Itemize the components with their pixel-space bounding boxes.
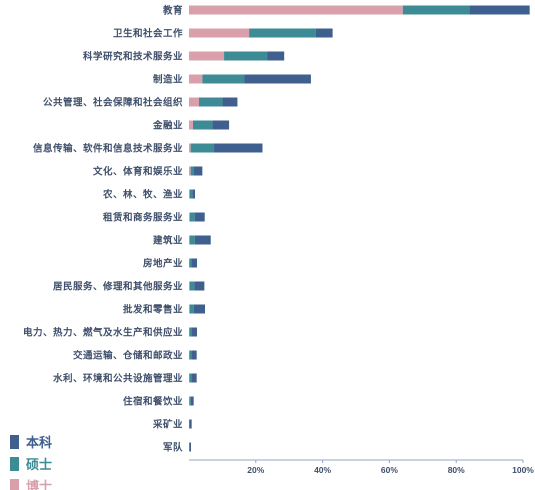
- x-tick-label: 20%: [247, 465, 264, 475]
- bar-segment-bachelor: [212, 120, 230, 130]
- bar-segment-bachelor: [194, 235, 211, 245]
- bars-layer: [189, 5, 530, 452]
- category-label: 信息传输、软件和信息技术服务业: [33, 143, 183, 155]
- bar-segment-doctor: [189, 51, 225, 61]
- bar-segment-bachelor: [194, 281, 205, 291]
- bar-segment-master: [189, 350, 193, 360]
- bar-segment-bachelor: [222, 97, 238, 107]
- bar-segment-master: [190, 166, 195, 176]
- bar-segment-master: [189, 327, 193, 337]
- x-tick-label: 60%: [381, 465, 398, 475]
- category-label: 制造业: [153, 74, 183, 86]
- bar-segment-doctor: [189, 5, 403, 15]
- bar-segment-master: [189, 304, 194, 314]
- x-tick-label: 100%: [512, 465, 534, 475]
- bar-segment-master: [189, 396, 191, 406]
- bar-segment-master: [202, 74, 245, 84]
- bar-segment-bachelor: [190, 396, 194, 406]
- bar-segment-master: [249, 28, 316, 38]
- bar-segment-bachelor: [267, 51, 285, 61]
- bar-segment-bachelor: [192, 350, 197, 360]
- category-label: 教育: [162, 5, 183, 17]
- bar-segment-master: [189, 189, 193, 199]
- bar-segment-master: [193, 120, 213, 130]
- legend-label: 博士: [26, 479, 52, 490]
- bar-segment-master: [189, 442, 190, 452]
- x-axis-ticks: 20% 40% 60% 80% 100%: [247, 460, 534, 475]
- bar-segment-master: [190, 143, 215, 153]
- category-label: 交通运输、仓储和邮政业: [73, 350, 183, 362]
- bar-segment-doctor: [189, 235, 190, 245]
- bar-segment-master: [189, 419, 191, 429]
- bar-segment-doctor: [189, 189, 190, 199]
- bar-segment-doctor: [189, 281, 190, 291]
- bar-segment-doctor: [189, 304, 190, 314]
- bar-segment-doctor: [189, 74, 203, 84]
- category-labels: 教育卫生和社会工作科学研究和技术服务业制造业公共管理、社会保障和社会组织金融业信…: [23, 5, 183, 454]
- bar-segment-bachelor: [192, 373, 197, 383]
- x-tick-label: 80%: [448, 465, 465, 475]
- category-label: 采矿业: [152, 419, 183, 431]
- bar-segment-doctor: [189, 97, 200, 107]
- bar-segment-master: [224, 51, 268, 61]
- bar-segment-bachelor: [190, 419, 192, 429]
- bar-segment-master: [189, 373, 193, 383]
- bar-segment-doctor: [189, 28, 250, 38]
- category-label: 房地产业: [143, 258, 183, 270]
- bar-segment-master: [189, 258, 192, 268]
- category-label: 公共管理、社会保障和社会组织: [43, 97, 183, 109]
- bar-segment-master: [199, 97, 223, 107]
- legend-label: 本科: [26, 435, 52, 450]
- bar-segment-master: [402, 5, 470, 15]
- category-label: 居民服务、修理和其他服务业: [53, 281, 183, 293]
- category-label: 科学研究和技术服务业: [83, 51, 183, 63]
- category-label: 卫生和社会工作: [113, 28, 183, 40]
- category-label: 租赁和商务服务业: [103, 212, 183, 224]
- bar-segment-doctor: [189, 212, 191, 222]
- bar-segment-bachelor: [191, 258, 198, 268]
- legend-label: 硕士: [26, 457, 52, 472]
- legend-swatch-bachelor: [10, 435, 19, 449]
- category-label: 建筑业: [152, 235, 183, 247]
- category-label: 电力、热力、燃气及水生产和供应业: [23, 327, 183, 339]
- bar-segment-bachelor: [189, 442, 192, 452]
- bar-segment-bachelor: [192, 327, 198, 337]
- bar-segment-doctor: [189, 166, 191, 176]
- bar-segment-doctor: [189, 120, 194, 130]
- bar-segment-bachelor: [194, 212, 205, 222]
- bar-segment-bachelor: [244, 74, 311, 84]
- category-label: 水利、环境和公共设施管理业: [53, 373, 183, 385]
- legend-swatch-doctor: [10, 479, 19, 490]
- bar-segment-bachelor: [214, 143, 263, 153]
- bar-segment-bachelor: [194, 166, 203, 176]
- bar-segment-master: [189, 281, 195, 291]
- bar-segment-bachelor: [193, 304, 206, 314]
- bar-segment-bachelor: [469, 5, 530, 15]
- x-tick-label: 40%: [314, 465, 331, 475]
- bar-segment-bachelor: [315, 28, 333, 38]
- category-label: 住宿和餐饮业: [123, 396, 183, 408]
- category-label: 军队: [163, 442, 183, 454]
- category-label: 批发和零售业: [123, 304, 183, 316]
- bar-segment-master: [190, 212, 195, 222]
- category-label: 农、林、牧、渔业: [102, 189, 183, 201]
- legend-swatch-master: [10, 457, 19, 471]
- bar-segment-doctor: [189, 143, 191, 153]
- category-label: 金融业: [152, 120, 183, 132]
- category-label: 文化、体育和娱乐业: [92, 166, 183, 178]
- bar-segment-bachelor: [192, 189, 196, 199]
- bar-segment-master: [189, 235, 195, 245]
